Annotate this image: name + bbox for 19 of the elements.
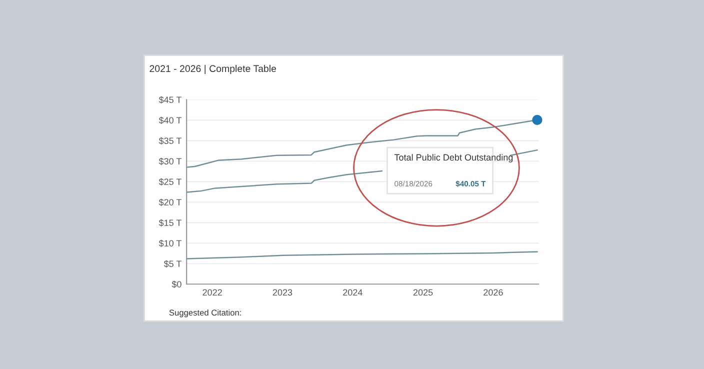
- text: Suggested Citation:: [169, 309, 241, 318]
- x-tick-label: 2022: [202, 289, 222, 296]
- y-tick-label: $30 T: [158, 158, 182, 166]
- y-tick-label: $0: [172, 280, 182, 288]
- x-tick-label: 2023: [272, 289, 292, 296]
- y-tick-label: $25 T: [158, 178, 182, 186]
- y-tick-label: $45 T: [158, 96, 182, 104]
- chart-title: 2021 - 2026 | Complete Table: [150, 64, 276, 74]
- y-tick-label: $40 T: [158, 116, 182, 124]
- x-tick-label: 2026: [484, 289, 503, 296]
- y-tick-label: $35 T: [158, 137, 182, 145]
- x-tick-label: 2025: [413, 289, 433, 296]
- y-tick-label: $15 T: [158, 219, 182, 227]
- annotation: Total Public Debt Outstanding: [394, 154, 513, 162]
- y-tick-label: $5 T: [164, 260, 182, 268]
- x-tick-label: 2024: [343, 289, 362, 296]
- line-series: [186, 251, 538, 260]
- y-tick-label: $20 T: [158, 198, 182, 206]
- y-tick-label: $10 T: [158, 240, 182, 248]
